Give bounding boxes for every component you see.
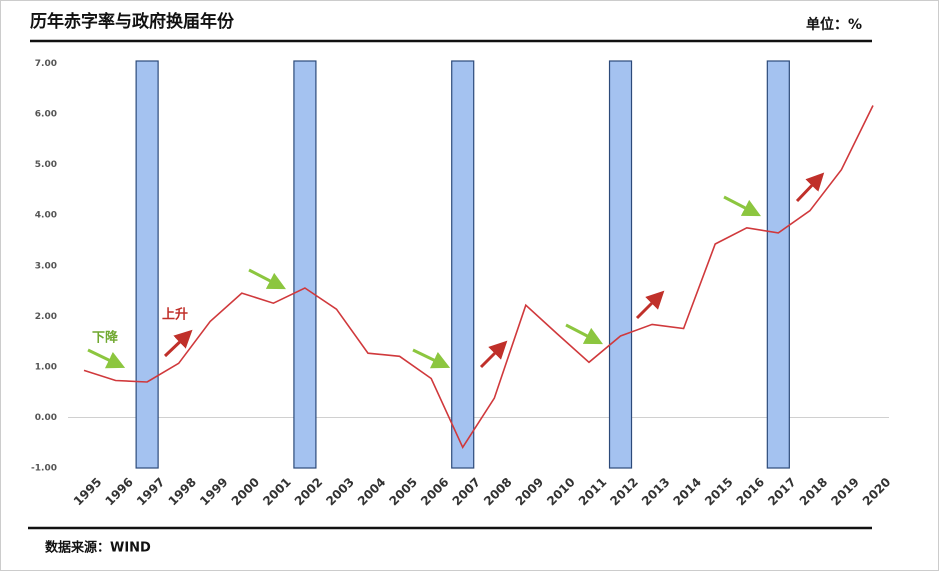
arrow-up <box>795 172 825 203</box>
plot: -1.000.001.002.003.004.005.006.007.00199… <box>31 59 893 508</box>
y-tick-label: 0.00 <box>35 413 57 423</box>
arrow-down <box>723 195 761 217</box>
y-tick-label: 2.00 <box>35 312 57 322</box>
arrows <box>87 172 825 369</box>
annotation: 下降 <box>92 330 119 346</box>
bar <box>766 60 790 469</box>
bar <box>135 60 159 469</box>
arrow-up <box>479 340 508 369</box>
arrow-down <box>565 323 603 345</box>
arrow-down <box>412 348 451 369</box>
y-tick-label: 4.00 <box>35 211 57 221</box>
bar <box>451 60 475 469</box>
line <box>83 105 874 449</box>
arrow-up <box>163 329 193 358</box>
arrow-up <box>635 290 665 320</box>
unit: 单位：% <box>806 16 862 33</box>
y-tick-label: 7.00 <box>35 59 57 69</box>
y-tick-label: -1.00 <box>31 464 57 474</box>
bar <box>608 60 633 469</box>
y-tick-label: 3.00 <box>35 261 57 271</box>
y-tick-label: 5.00 <box>35 160 57 170</box>
bar <box>293 60 317 469</box>
y-tick-label: 1.00 <box>35 362 57 372</box>
arrow-down <box>248 268 286 290</box>
chart-title: 历年赤字率与政府换届年份 <box>30 11 235 32</box>
annotation: 上升 <box>162 307 188 323</box>
source: 数据来源：WIND <box>45 540 151 556</box>
arrow-down <box>87 348 126 369</box>
y-tick-label: 6.00 <box>35 110 57 120</box>
